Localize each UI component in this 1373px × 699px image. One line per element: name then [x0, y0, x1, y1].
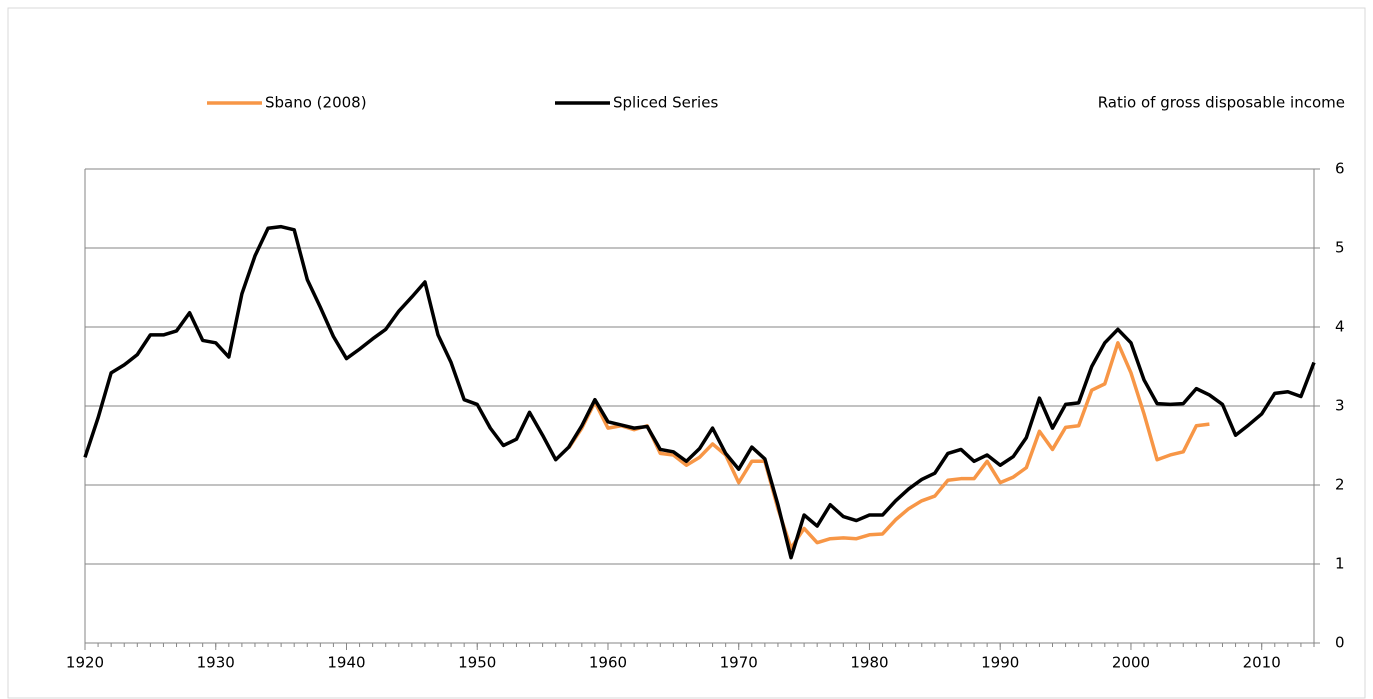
- series-line: [83, 224, 1316, 560]
- y-tick-label: 6: [1335, 160, 1345, 178]
- x-tick-label: 2000: [1112, 654, 1150, 672]
- legend-label: Sbano (2008): [265, 94, 367, 112]
- legend-label: Spliced Series: [613, 94, 718, 112]
- x-tick-label: 1960: [589, 654, 627, 672]
- x-tick-label: 1940: [327, 654, 365, 672]
- x-tick-label: 1920: [66, 654, 104, 672]
- x-tick-label: 2010: [1243, 654, 1281, 672]
- x-tick-label: 1990: [981, 654, 1019, 672]
- y-tick-label: 4: [1335, 318, 1345, 336]
- y-tick-label: 2: [1335, 476, 1345, 494]
- x-tick-label: 1970: [720, 654, 758, 672]
- y-tick-label: 0: [1335, 634, 1345, 652]
- y-axis-label: Ratio of gross disposable income: [1098, 94, 1345, 112]
- y-tick-label: 5: [1335, 239, 1345, 257]
- y-tick-label: 3: [1335, 397, 1345, 415]
- chart-border: [7, 7, 1366, 699]
- y-tick-label: 1: [1335, 555, 1345, 573]
- x-tick-label: 1980: [850, 654, 888, 672]
- series-line: [567, 341, 1210, 550]
- x-tick-label: 1930: [197, 654, 235, 672]
- x-tick-label: 1950: [458, 654, 496, 672]
